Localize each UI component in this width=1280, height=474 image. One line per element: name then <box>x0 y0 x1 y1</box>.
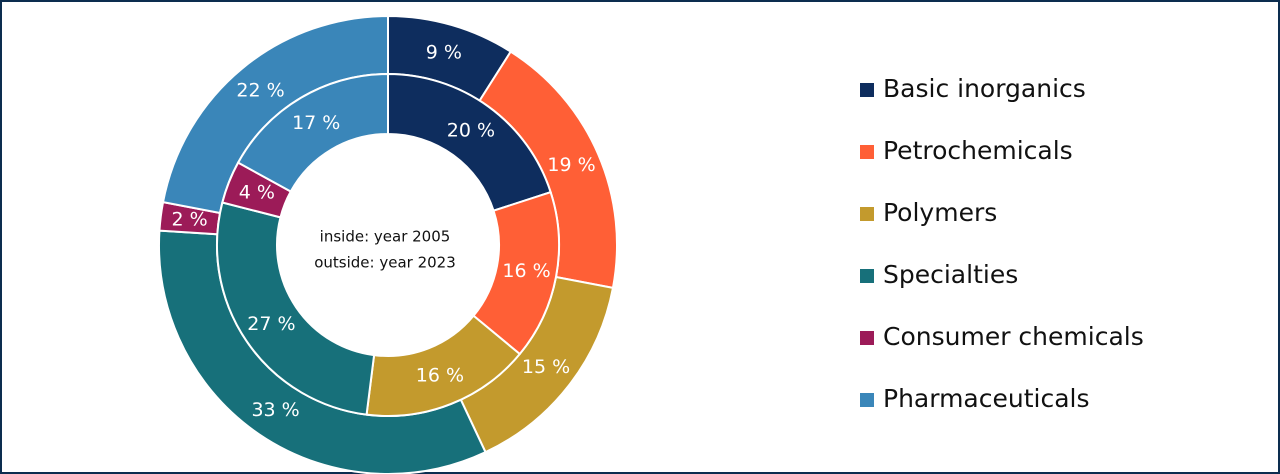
segment-label: 4 % <box>239 182 275 204</box>
segment-label: 33 % <box>251 399 299 421</box>
segment-label: 16 % <box>416 365 464 387</box>
segment-label: 22 % <box>236 79 284 101</box>
legend-swatch <box>860 145 874 159</box>
legend-label: Pharmaceuticals <box>883 384 1090 413</box>
segment-label: 17 % <box>292 112 340 134</box>
segment-label: 9 % <box>426 41 462 63</box>
legend-label: Specialties <box>883 260 1018 289</box>
legend-label: Petrochemicals <box>883 136 1073 165</box>
legend-swatch <box>860 83 874 97</box>
legend-swatch <box>860 331 874 345</box>
annotation: inside: year 2005 <box>320 228 451 246</box>
segment-label: 20 % <box>447 119 495 141</box>
segment-label: 2 % <box>171 208 207 230</box>
segment-label: 16 % <box>502 260 550 282</box>
legend-swatch <box>860 269 874 283</box>
legend-swatch <box>860 393 874 407</box>
legend-label: Basic inorganics <box>883 74 1086 103</box>
donut-segment <box>236 72 389 193</box>
segment-label: 15 % <box>522 356 570 378</box>
segment-label: 27 % <box>247 313 295 335</box>
legend-label: Consumer chemicals <box>883 322 1144 351</box>
donut-segment <box>216 201 376 416</box>
legend-swatch <box>860 207 874 221</box>
legend-label: Polymers <box>883 198 997 227</box>
annotation: outside: year 2023 <box>314 254 456 272</box>
segment-label: 19 % <box>547 154 595 176</box>
